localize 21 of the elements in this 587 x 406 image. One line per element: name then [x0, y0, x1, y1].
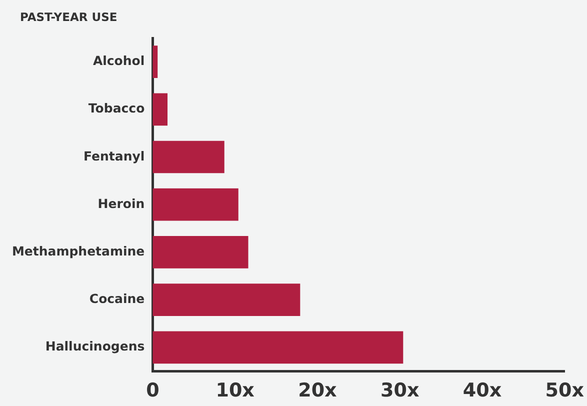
y-tick-label: Fentanyl: [84, 148, 145, 164]
x-tick-label: 40x: [462, 380, 502, 402]
x-tick-label: 20x: [298, 380, 337, 402]
bar: [152, 284, 300, 316]
bar: [152, 46, 158, 78]
x-tick-label: 10x: [216, 380, 254, 402]
x-tick-label: 0: [146, 380, 160, 402]
y-tick-label: Heroin: [98, 196, 145, 211]
x-tick-label: 30x: [380, 380, 420, 402]
y-tick-label: Hallucinogens: [45, 338, 145, 354]
bar: [152, 188, 238, 221]
y-tick-label: Tobacco: [88, 100, 146, 116]
bar: [152, 236, 248, 268]
y-tick-label: Cocaine: [89, 291, 145, 306]
y-tick-label: Alcohol: [92, 53, 145, 68]
chart-title: PAST-YEAR USE: [20, 10, 118, 24]
bar: [152, 93, 168, 126]
bar: [152, 140, 224, 174]
bar: [152, 331, 404, 364]
x-tick-label: 50x: [545, 380, 584, 402]
y-tick-label: Methamphetamine: [12, 243, 145, 258]
